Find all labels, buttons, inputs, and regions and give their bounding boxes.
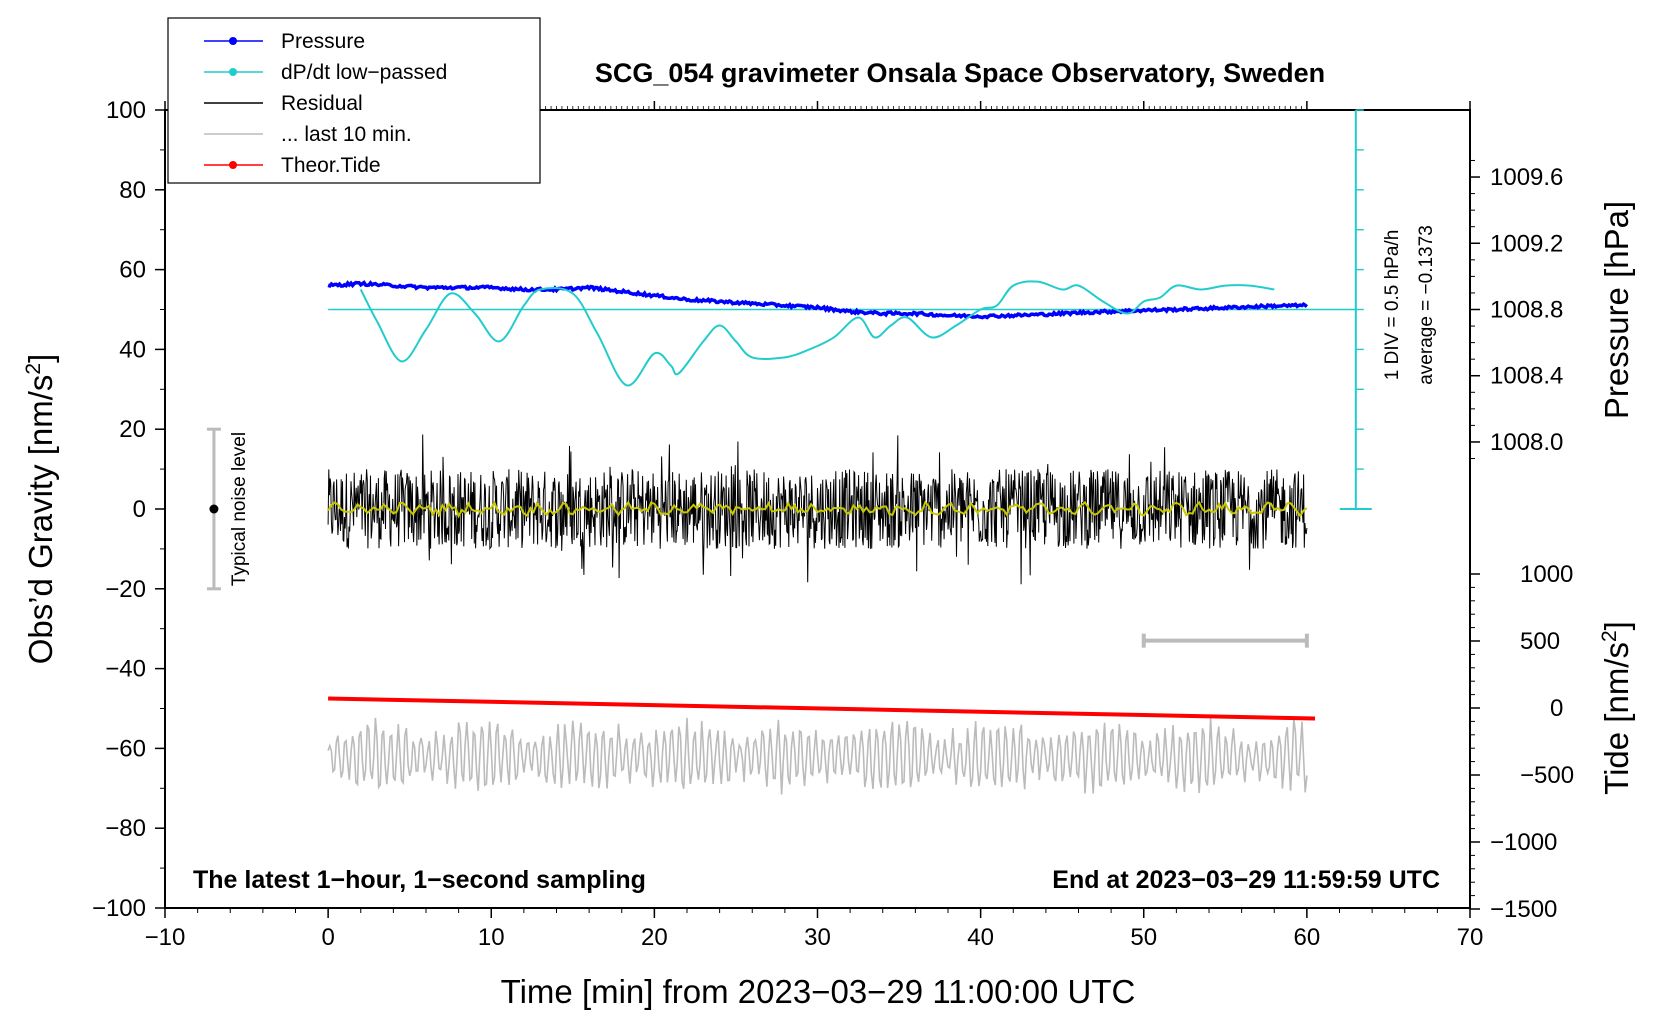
legend-marker	[229, 37, 237, 45]
tide-tick-label: −1000	[1490, 829, 1557, 856]
last-10-min-line	[327, 717, 1308, 795]
pressure-tick-label: 1008.0	[1490, 429, 1563, 456]
chart-title: SCG_054 gravimeter Onsala Space Observat…	[595, 58, 1325, 88]
x-tick-label: 60	[1294, 924, 1321, 951]
residual-smoothed-line	[327, 500, 1308, 519]
x-tick-label: 0	[321, 924, 334, 951]
legend-marker	[229, 161, 237, 169]
pressure-axis-label: Pressure [hPa]	[1598, 201, 1635, 419]
y-tick-label: 100	[106, 97, 146, 124]
x-tick-label: 10	[478, 924, 505, 951]
note-right: End at 2023−03−29 11:59:59 UTC	[1052, 866, 1440, 894]
labels-layer: Typical noise level SCG_054 gravimeter On…	[22, 58, 1635, 1010]
axes-layer: −10 0 10 20 30 40 50 60 70100806040200−20−40−60−…	[92, 97, 1574, 951]
legend-label: ... last 10 min.	[281, 123, 412, 146]
legend-label: Residual	[281, 92, 363, 115]
legend-label: Theor.Tide	[281, 154, 381, 177]
y-tick-label: −60	[105, 735, 146, 762]
y-tick-label: 80	[119, 177, 146, 204]
note-left: The latest 1−hour, 1−second sampling	[193, 866, 646, 894]
legend-label: Pressure	[281, 30, 365, 53]
pressure-tick-label: 1008.8	[1490, 297, 1563, 324]
series-layer	[206, 109, 1372, 795]
legend-label: dP/dt low−passed	[281, 61, 447, 84]
tide-tick-label: 0	[1550, 695, 1563, 722]
y-tick-label: −80	[105, 815, 146, 842]
x-tick-label: −10	[145, 924, 186, 951]
x-axis-label: Time [min] from 2023−03−29 11:00:00 UTC	[501, 973, 1136, 1010]
tide-line	[328, 696, 1316, 721]
x-tick-label: 70	[1457, 924, 1484, 951]
tide-tick-label: 500	[1520, 628, 1560, 655]
y-axis-label: Obs’d Gravity [nm/s2]	[22, 354, 59, 665]
noise-dot	[209, 504, 219, 514]
tide-axis-label: Tide [nm/s2]	[1598, 621, 1635, 795]
x-tick-label: 20	[641, 924, 668, 951]
x-tick-label: 30	[804, 924, 831, 951]
legend-box	[167, 17, 541, 184]
dpdt-average-label: average = −0.1373	[1416, 225, 1437, 385]
legend-layer: Pressure dP/dt low−passed Residual ... last…	[167, 17, 541, 184]
y-tick-label: 20	[119, 416, 146, 443]
dpdt-scale-label: 1 DIV = 0.5 hPa/h	[1382, 230, 1403, 381]
y-tick-label: 60	[119, 257, 146, 284]
dpdt-line	[359, 280, 1275, 387]
y-tick-label: 40	[119, 336, 146, 363]
pressure-line	[327, 280, 1309, 320]
legend-marker	[229, 68, 237, 76]
y-tick-label: 0	[133, 496, 146, 523]
tide-tick-label: 1000	[1520, 561, 1573, 588]
residual-line	[327, 434, 1308, 585]
y-tick-label: −20	[105, 576, 146, 603]
pressure-tick-label: 1008.4	[1490, 363, 1563, 390]
pressure-tick-label: 1009.6	[1490, 164, 1563, 191]
tide-tick-label: −1500	[1490, 896, 1557, 923]
pressure-tick-label: 1009.2	[1490, 230, 1563, 257]
tide-tick-label: −500	[1520, 762, 1574, 789]
x-tick-label: 40	[967, 924, 994, 951]
y-tick-label: −100	[92, 895, 146, 922]
y-tick-label: −40	[105, 656, 146, 683]
noise-label: Typical noise level	[229, 432, 250, 586]
x-tick-label: 50	[1130, 924, 1157, 951]
